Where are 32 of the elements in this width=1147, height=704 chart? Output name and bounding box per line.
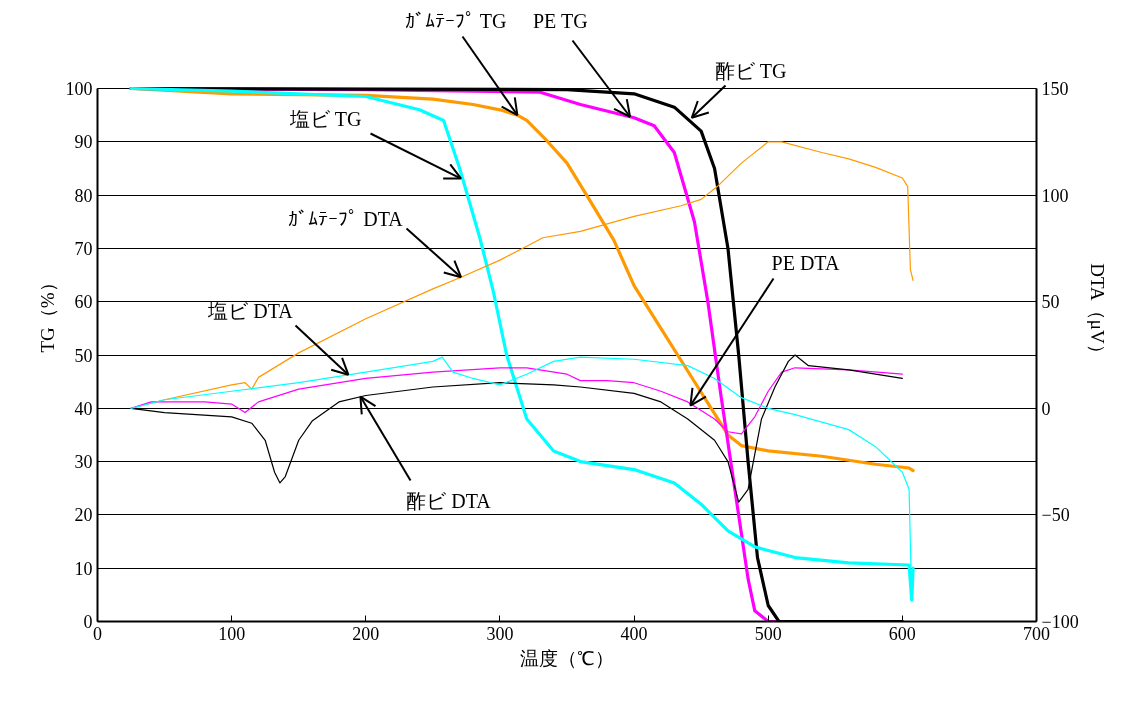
annotation: 酢ビ TG: [714, 59, 787, 82]
y-tick-label: 10: [74, 558, 93, 579]
annotation: 酢ビ DTA: [406, 489, 492, 512]
y2-tick-label: 50: [1041, 292, 1060, 313]
y-tick-label: 20: [74, 505, 93, 526]
annotation: PE DTA: [771, 251, 840, 274]
x-tick-label: 200: [352, 623, 380, 644]
y2-tick-label: 0: [1041, 398, 1051, 419]
y-tick-label: 90: [74, 132, 93, 153]
x-tick-label: 100: [218, 623, 246, 644]
y2-tick-label: −50: [1041, 505, 1070, 526]
y-tick-label: 60: [74, 292, 93, 313]
annotation: 塩ビ TG: [288, 107, 362, 130]
y2-tick-label: 100: [1041, 185, 1069, 206]
annotation: 塩ビ DTA: [207, 299, 294, 322]
y-tick-label: 50: [74, 345, 93, 366]
x-tick-label: 300: [486, 623, 514, 644]
x-tick-label: 500: [754, 623, 782, 644]
y-tick-label: 70: [74, 238, 93, 259]
annotation: ｶﾞﾑﾃｰﾌﾟ DTA: [288, 207, 404, 230]
annotation: ｶﾞﾑﾃｰﾌﾟ TG: [404, 9, 507, 32]
y-tick-label: 30: [74, 452, 93, 473]
x-tick-label: 600: [888, 623, 916, 644]
x-axis-title: 温度（℃）: [520, 647, 614, 669]
y2-tick-label: 150: [1041, 79, 1069, 99]
y-tick-label: 40: [74, 398, 93, 419]
annotation: PE TG: [533, 9, 588, 32]
y-axis-title: TG（%）: [36, 273, 58, 353]
y-tick-label: 100: [65, 79, 93, 99]
y-tick-label: 80: [74, 185, 93, 206]
y2-axis-title: DTA（μV）: [1086, 263, 1108, 363]
x-tick-label: 400: [620, 623, 648, 644]
